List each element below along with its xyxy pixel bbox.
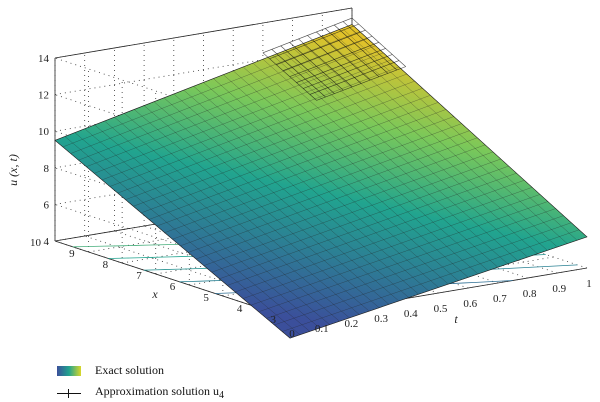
z-axis-label: u (x, t) (6, 154, 20, 186)
x-tick-label: 8 (103, 259, 109, 271)
x-tick-label: 7 (136, 270, 142, 282)
x-tick-label: 5 (203, 292, 209, 304)
legend-exact: Exact solution (57, 363, 164, 378)
wireframe-line-x (272, 55, 508, 265)
tick-labels: 4 6 8 10 12 14 3 4 5 6 7 8 9 10 0 0.1 0.2 0.3 0.4 0.5 0.6 0.7… (30, 53, 592, 340)
wireframe-line-x (153, 101, 390, 305)
approx-wireframe-line (269, 23, 359, 60)
t-tick-label: 0.5 (434, 303, 448, 315)
t-tick-label: 0.3 (374, 313, 388, 325)
wireframe-line-x (332, 32, 568, 244)
x-tick-label: 4 (237, 303, 243, 315)
wireframe-line-x (134, 109, 370, 312)
wireframe-line-x (242, 66, 479, 275)
legend-approx-label: Approximation solution u4 (95, 384, 224, 401)
wireframe-line-x (114, 117, 350, 319)
x-tick-label: 3 (271, 314, 277, 326)
wireframe-line-x (223, 74, 459, 281)
axis-labels: u (x, t) x t (6, 154, 458, 326)
wireframe-line-x (213, 78, 449, 285)
x-tick-label: 10 (30, 237, 42, 249)
z-tick-label: 14 (38, 53, 50, 65)
wireframe-line-x (54, 140, 291, 339)
z-tick-label: 12 (38, 90, 49, 102)
legend-exact-label: Exact solution (95, 363, 164, 377)
x-axis-label: x (151, 287, 158, 301)
t-tick-label: 0.6 (463, 298, 477, 310)
t-tick-label: 0.9 (552, 283, 566, 295)
approx-wireframe-line (309, 60, 400, 95)
wireframe-line-x (193, 86, 429, 292)
grid-line-z-back (54, 7, 353, 59)
t-tick-label: 0.2 (345, 318, 359, 330)
wireframe-line-x (341, 28, 578, 241)
wireframe-line-x (252, 62, 489, 271)
wireframe-line-x (233, 70, 469, 278)
wireframe-line-x (302, 43, 538, 254)
t-tick-label: 0 (289, 328, 295, 340)
approx-wireframe-line (282, 35, 373, 71)
wireframe-line-x (104, 120, 340, 322)
wireframe-line-x (322, 35, 558, 248)
wireframe-line-x (203, 82, 439, 288)
wireframe-line-x (173, 93, 409, 298)
wireframe-line-x (84, 128, 320, 329)
z-tick-label: 6 (44, 199, 50, 211)
z-tick-label: 4 (44, 236, 50, 248)
approx-wireframe-line (303, 54, 393, 89)
exact-solution-surface (54, 17, 588, 339)
surface-fill (54, 24, 588, 339)
approx-wireframe-line (316, 66, 406, 101)
t-axis-label: t (454, 312, 458, 326)
wireframe-line-x (163, 97, 400, 302)
x-tick-label: 9 (69, 248, 75, 260)
approx-wireframe-line (289, 42, 379, 77)
approx-wireframe-line (276, 29, 366, 65)
legend-exact-swatch (57, 365, 81, 376)
t-tick-label: 0.8 (523, 288, 537, 300)
wireframe-line-x (183, 89, 419, 295)
t-tick-label: 0.7 (493, 293, 507, 305)
wireframe-line-x (143, 105, 380, 308)
wireframe-line-x (262, 59, 499, 268)
approx-wireframe-line (296, 48, 386, 83)
wireframe-line-x (74, 132, 310, 332)
t-tick-label: 1 (586, 278, 592, 290)
z-tick-label: 8 (44, 163, 50, 175)
approx-wireframe-line (262, 17, 353, 54)
legend-approx: Approximation solution u4 (57, 384, 224, 401)
t-tick-label: 0.1 (315, 323, 329, 335)
wireframe-line-x (292, 47, 528, 258)
t-tick-label: 0.4 (404, 308, 418, 320)
wireframe-line-x (94, 124, 330, 325)
x-tick-label: 6 (170, 281, 176, 293)
legend-approx-marker (57, 388, 81, 398)
wireframe-line-x (351, 24, 588, 238)
wireframe-line-x (124, 113, 360, 315)
wireframe-line-x (64, 136, 301, 335)
wireframe-line-x (282, 51, 518, 261)
z-tick-label: 10 (38, 126, 50, 138)
